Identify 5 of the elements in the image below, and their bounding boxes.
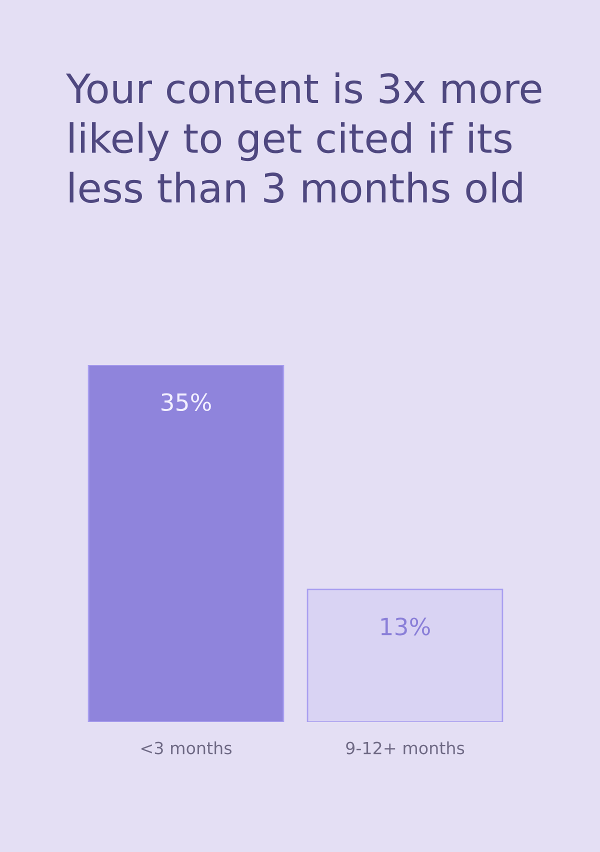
data-label: 35%	[162, 393, 211, 412]
x-tick-label: 9-12+ months	[346, 741, 464, 754]
chart-title: Your content is 3x more likely to get cited if its less than 3 months old	[66, 72, 542, 203]
data-label: 13%	[381, 618, 430, 636]
x-tick-label: <3 months	[141, 741, 232, 754]
